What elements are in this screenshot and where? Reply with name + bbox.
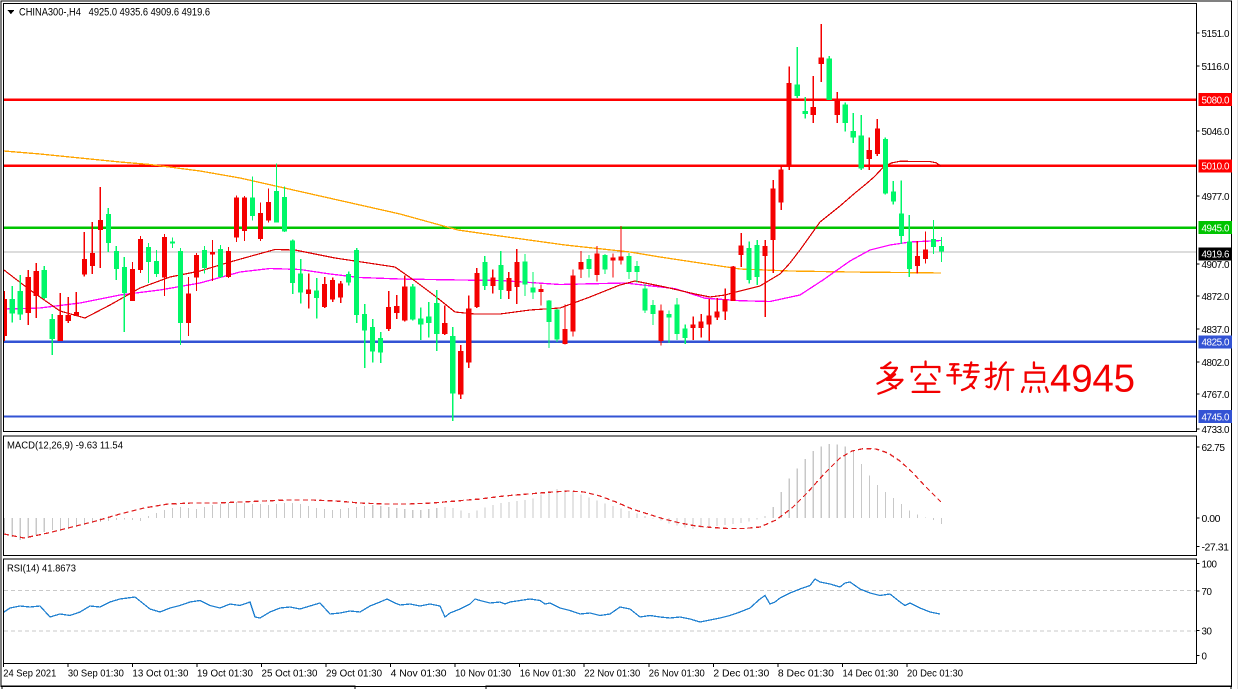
svg-text:4837.0: 4837.0 [1202, 325, 1230, 336]
svg-text:5151.0: 5151.0 [1202, 29, 1230, 40]
svg-text:4977.0: 4977.0 [1202, 192, 1230, 203]
svg-text:10 Nov 01:30: 10 Nov 01:30 [455, 669, 511, 680]
svg-text:5116.0: 5116.0 [1202, 62, 1230, 73]
svg-text:100: 100 [1202, 559, 1218, 570]
svg-text:29 Oct 01:30: 29 Oct 01:30 [326, 669, 382, 680]
svg-text:14 Dec 01:30: 14 Dec 01:30 [842, 669, 898, 680]
svg-text:4872.0: 4872.0 [1202, 292, 1230, 303]
svg-text:MACD(12,26,9) -9.63 11.54: MACD(12,26,9) -9.63 11.54 [7, 441, 123, 452]
svg-text:4 Nov 01:30: 4 Nov 01:30 [391, 669, 447, 680]
svg-text:20 Dec 01:30: 20 Dec 01:30 [907, 669, 963, 680]
svg-text:62.75: 62.75 [1202, 443, 1226, 454]
svg-text:-27.31: -27.31 [1202, 542, 1230, 553]
svg-text:22 Nov 01:30: 22 Nov 01:30 [584, 669, 640, 680]
svg-text:CHINA300-,H4 4925.0 4935.6 4: CHINA300-,H4 4925.0 4935.6 4909.6 4919.6 [19, 7, 210, 19]
svg-text:4945: 4945 [1050, 358, 1135, 401]
svg-text:5010.0: 5010.0 [1202, 162, 1230, 173]
svg-text:19 Oct 01:30: 19 Oct 01:30 [197, 669, 253, 680]
svg-text:4767.0: 4767.0 [1202, 390, 1230, 401]
svg-text:0.00: 0.00 [1202, 514, 1221, 525]
svg-text:RSI(14) 41.8673: RSI(14) 41.8673 [7, 564, 76, 575]
svg-text:5080.0: 5080.0 [1202, 96, 1230, 107]
svg-text:5046.0: 5046.0 [1202, 127, 1230, 138]
svg-text:70: 70 [1202, 587, 1213, 598]
svg-text:13 Oct 01:30: 13 Oct 01:30 [132, 669, 188, 680]
svg-text:26 Nov 01:30: 26 Nov 01:30 [649, 669, 705, 680]
svg-text:4802.0: 4802.0 [1202, 358, 1230, 369]
svg-text:25 Oct 01:30: 25 Oct 01:30 [262, 669, 318, 680]
svg-text:2 Dec 01:30: 2 Dec 01:30 [713, 669, 769, 680]
svg-text:0: 0 [1202, 651, 1208, 662]
svg-text:8 Dec 01:30: 8 Dec 01:30 [778, 669, 834, 680]
svg-text:30: 30 [1202, 626, 1213, 637]
svg-text:30 Sep 01:30: 30 Sep 01:30 [68, 669, 124, 680]
svg-text:16 Nov 01:30: 16 Nov 01:30 [520, 669, 576, 680]
svg-text:4919.6: 4919.6 [1202, 250, 1230, 261]
svg-text:4733.0: 4733.0 [1202, 425, 1230, 436]
svg-text:24 Sep 2021: 24 Sep 2021 [3, 669, 56, 680]
svg-text:4745.0: 4745.0 [1202, 412, 1230, 423]
svg-text:4825.0: 4825.0 [1202, 338, 1230, 349]
svg-text:4907.0: 4907.0 [1202, 260, 1230, 271]
svg-text:4945.0: 4945.0 [1202, 224, 1230, 235]
